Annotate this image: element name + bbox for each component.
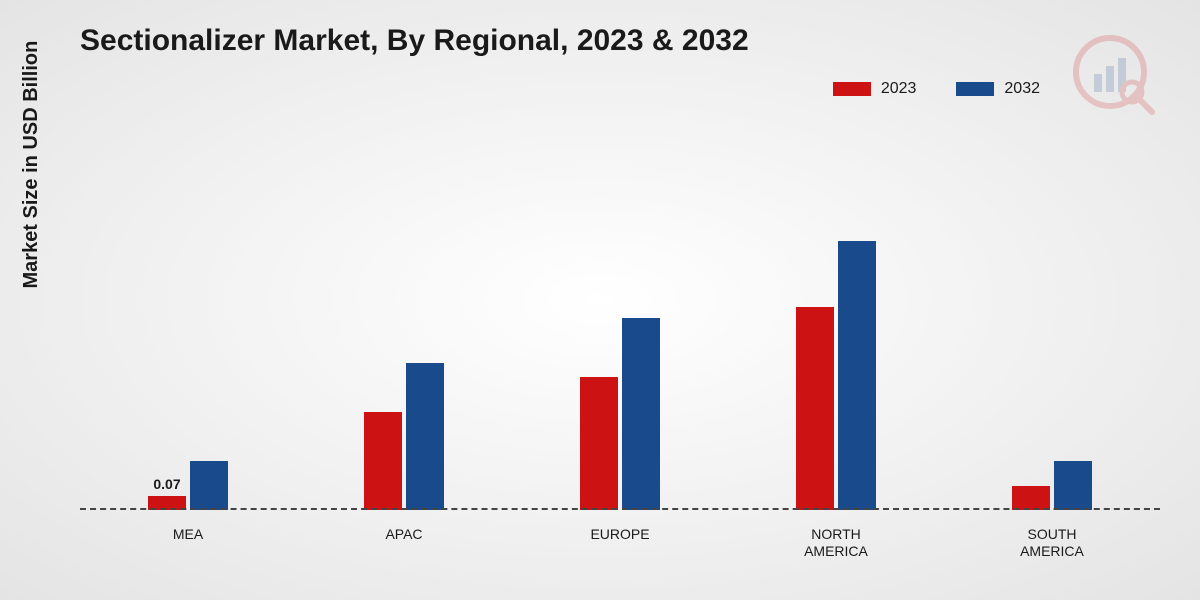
x-axis-labels: MEAAPACEUROPENORTH AMERICASOUTH AMERICA	[80, 526, 1160, 560]
legend-swatch-2032	[956, 82, 994, 96]
y-axis-label: Market Size in USD Billion	[20, 41, 43, 289]
legend-item-2032: 2032	[956, 80, 1040, 98]
legend: 2023 2032	[833, 80, 1040, 98]
legend-item-2023: 2023	[833, 80, 917, 98]
bar	[364, 412, 402, 510]
plot-area: 0.07	[80, 160, 1160, 510]
bar-group	[512, 160, 728, 510]
bar-value-label: 0.07	[153, 476, 180, 492]
legend-label-2032: 2032	[1004, 80, 1040, 98]
bar	[190, 461, 228, 510]
x-axis-category-label: NORTH AMERICA	[728, 526, 944, 560]
bar-groups: 0.07	[80, 160, 1160, 510]
bar	[406, 363, 444, 510]
x-axis-baseline	[80, 508, 1160, 510]
bar	[1054, 461, 1092, 510]
chart-title: Sectionalizer Market, By Regional, 2023 …	[80, 24, 749, 58]
x-axis-category-label: APAC	[296, 526, 512, 560]
bar-group	[296, 160, 512, 510]
legend-label-2023: 2023	[881, 80, 917, 98]
x-axis-category-label: EUROPE	[512, 526, 728, 560]
x-axis-category-label: SOUTH AMERICA	[944, 526, 1160, 560]
bar	[1012, 486, 1050, 511]
watermark-logo-icon	[1060, 28, 1160, 128]
bar	[622, 318, 660, 511]
legend-swatch-2023	[833, 82, 871, 96]
bar	[580, 377, 618, 510]
bar-group	[728, 160, 944, 510]
x-axis-category-label: MEA	[80, 526, 296, 560]
bar	[838, 241, 876, 511]
bar-group: 0.07	[80, 160, 296, 510]
bar-group	[944, 160, 1160, 510]
bar	[796, 307, 834, 510]
